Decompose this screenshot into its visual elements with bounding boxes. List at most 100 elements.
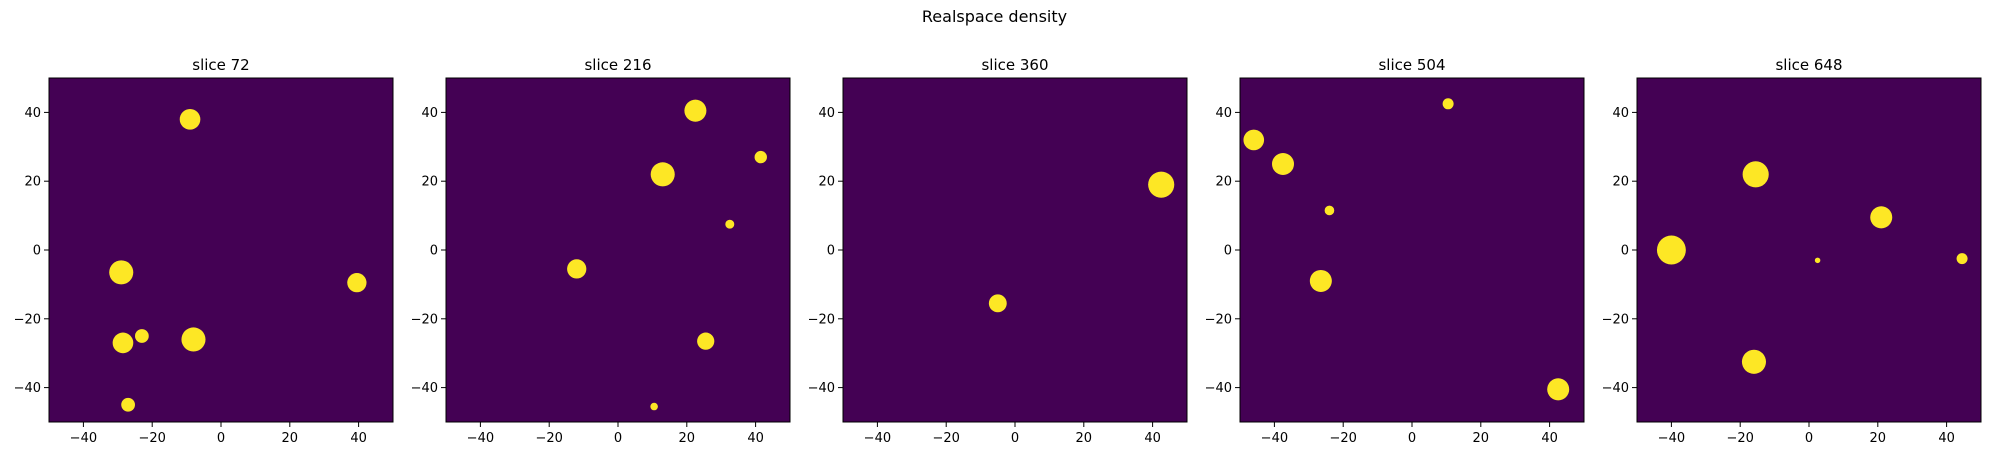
x-tick-label: 20	[1473, 431, 1490, 446]
x-tick-label: −20	[1329, 431, 1356, 446]
x-tick-label: −40	[1658, 431, 1685, 446]
x-tick-label: 20	[679, 431, 696, 446]
density-blob	[650, 162, 675, 187]
density-background	[1637, 78, 1981, 422]
y-tick-label: 20	[1612, 175, 1629, 190]
density-blob	[135, 329, 149, 343]
density-blob	[1656, 235, 1686, 265]
x-tick-label: 0	[1805, 431, 1813, 446]
density-blobs	[988, 171, 1175, 313]
x-tick-label: 40	[350, 431, 367, 446]
subplot-title: slice 216	[584, 56, 651, 74]
density-blob	[988, 294, 1007, 313]
x-tick-label: −20	[535, 431, 562, 446]
y-tick-label: 20	[1215, 175, 1232, 190]
density-blob	[347, 273, 367, 293]
density-blobs	[567, 99, 767, 411]
subplot-1: slice 216 −40 −20 0 20 40 −40 −20 0 20 40	[411, 56, 791, 446]
y-tick-label: 40	[421, 106, 438, 121]
y-tick-label: 0	[430, 244, 438, 259]
density-blob	[684, 99, 707, 122]
panels-group: slice 72 −40 −20 0 20 40 −40 −20 0 20 40 slice 216 −…	[14, 56, 1982, 446]
y-tick-label: 40	[1215, 106, 1232, 121]
x-tick-label: 20	[1870, 431, 1887, 446]
x-tick-label: 20	[282, 431, 299, 446]
density-blob	[697, 332, 715, 350]
y-tick-label: 0	[33, 244, 41, 259]
density-blob	[1741, 349, 1766, 374]
subplot-title: slice 360	[981, 56, 1048, 74]
density-blobs	[1656, 161, 1968, 374]
density-blob	[650, 402, 658, 411]
density-blob	[112, 332, 134, 354]
density-blob	[1442, 98, 1454, 110]
x-tick-label: −40	[467, 431, 494, 446]
y-tick-label: −40	[808, 381, 835, 396]
x-tick-label: −20	[1726, 431, 1753, 446]
x-tick-label: 0	[1408, 431, 1416, 446]
subplot-0: slice 72 −40 −20 0 20 40 −40 −20 0 20 40	[14, 56, 394, 446]
x-tick-label: 40	[1541, 431, 1558, 446]
y-tick-label: −40	[411, 381, 438, 396]
y-tick-label: 0	[827, 244, 835, 259]
y-tick-label: 40	[24, 106, 41, 121]
density-blob	[1324, 205, 1335, 216]
y-tick-label: −20	[1602, 312, 1629, 327]
density-background	[843, 78, 1187, 422]
y-tick-label: 40	[1612, 106, 1629, 121]
density-blobs	[109, 108, 367, 412]
density-blob	[1148, 171, 1175, 198]
density-blob	[1547, 378, 1570, 401]
density-blob	[179, 108, 201, 130]
y-tick-label: −20	[808, 312, 835, 327]
x-tick-label: 40	[747, 431, 764, 446]
y-tick-label: −40	[14, 381, 41, 396]
density-blob	[1956, 253, 1968, 265]
x-tick-label: 0	[217, 431, 225, 446]
subplot-title: slice 648	[1775, 56, 1842, 74]
figure-suptitle: Realspace density	[922, 7, 1067, 26]
y-tick-label: 40	[818, 106, 835, 121]
density-blob	[1814, 257, 1821, 264]
y-tick-label: −20	[1205, 312, 1232, 327]
x-tick-label: 0	[614, 431, 622, 446]
density-blob	[725, 219, 735, 229]
density-blob	[1309, 269, 1332, 292]
subplot-2: slice 360 −40 −20 0 20 40 −40 −20 0 20 40	[808, 56, 1188, 446]
x-tick-label: 40	[1938, 431, 1955, 446]
subplot-3: slice 504 −40 −20 0 20 40 −40 −20 0 20 40	[1205, 56, 1585, 446]
y-tick-label: −20	[411, 312, 438, 327]
density-blob	[181, 327, 206, 352]
density-blob	[1243, 129, 1265, 151]
y-tick-label: 20	[24, 175, 41, 190]
density-blob	[1870, 206, 1893, 229]
density-blob	[567, 259, 587, 279]
density-blobs	[1243, 98, 1570, 401]
y-tick-label: 0	[1621, 244, 1629, 259]
density-background	[446, 78, 790, 422]
y-tick-label: −40	[1205, 381, 1232, 396]
x-tick-label: 40	[1144, 431, 1161, 446]
density-background	[1240, 78, 1584, 422]
x-tick-label: 0	[1011, 431, 1019, 446]
y-tick-label: 20	[818, 175, 835, 190]
subplot-4: slice 648 −40 −20 0 20 40 −40 −20 0 20 40	[1602, 56, 1982, 446]
density-blob	[754, 150, 767, 164]
x-tick-label: −40	[70, 431, 97, 446]
density-blob	[1742, 161, 1769, 188]
density-blob	[1271, 152, 1295, 176]
y-tick-label: −20	[14, 312, 41, 327]
x-tick-label: 20	[1076, 431, 1093, 446]
y-tick-label: 0	[1224, 244, 1232, 259]
subplot-title: slice 72	[192, 56, 249, 74]
subplot-title: slice 504	[1378, 56, 1445, 74]
density-blob	[109, 260, 134, 285]
x-tick-label: −20	[932, 431, 959, 446]
density-blob	[121, 397, 135, 412]
x-tick-label: −20	[138, 431, 165, 446]
density-background	[49, 78, 393, 422]
y-tick-label: 20	[421, 175, 438, 190]
x-tick-label: −40	[864, 431, 891, 446]
y-tick-label: −40	[1602, 381, 1629, 396]
